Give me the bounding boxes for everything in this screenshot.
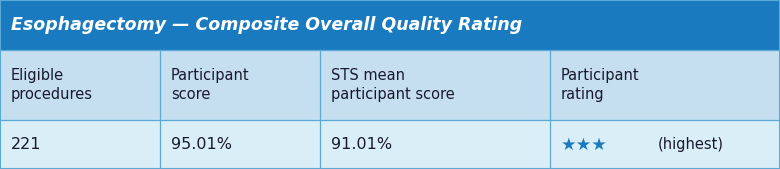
Text: Esophagectomy — Composite Overall Quality Rating: Esophagectomy — Composite Overall Qualit… bbox=[11, 16, 522, 34]
Text: 221: 221 bbox=[11, 137, 41, 152]
Text: Eligible
procedures: Eligible procedures bbox=[11, 68, 93, 102]
Text: (highest): (highest) bbox=[658, 137, 724, 152]
Text: Participant
score: Participant score bbox=[171, 68, 250, 102]
Text: 95.01%: 95.01% bbox=[171, 137, 232, 152]
Bar bbox=[0, 0, 780, 50]
Bar bbox=[0, 120, 780, 169]
Text: STS mean
participant score: STS mean participant score bbox=[331, 68, 455, 102]
Bar bbox=[0, 50, 780, 120]
Text: ★★★: ★★★ bbox=[561, 136, 608, 153]
Text: 91.01%: 91.01% bbox=[331, 137, 392, 152]
Text: Participant
rating: Participant rating bbox=[561, 68, 640, 102]
